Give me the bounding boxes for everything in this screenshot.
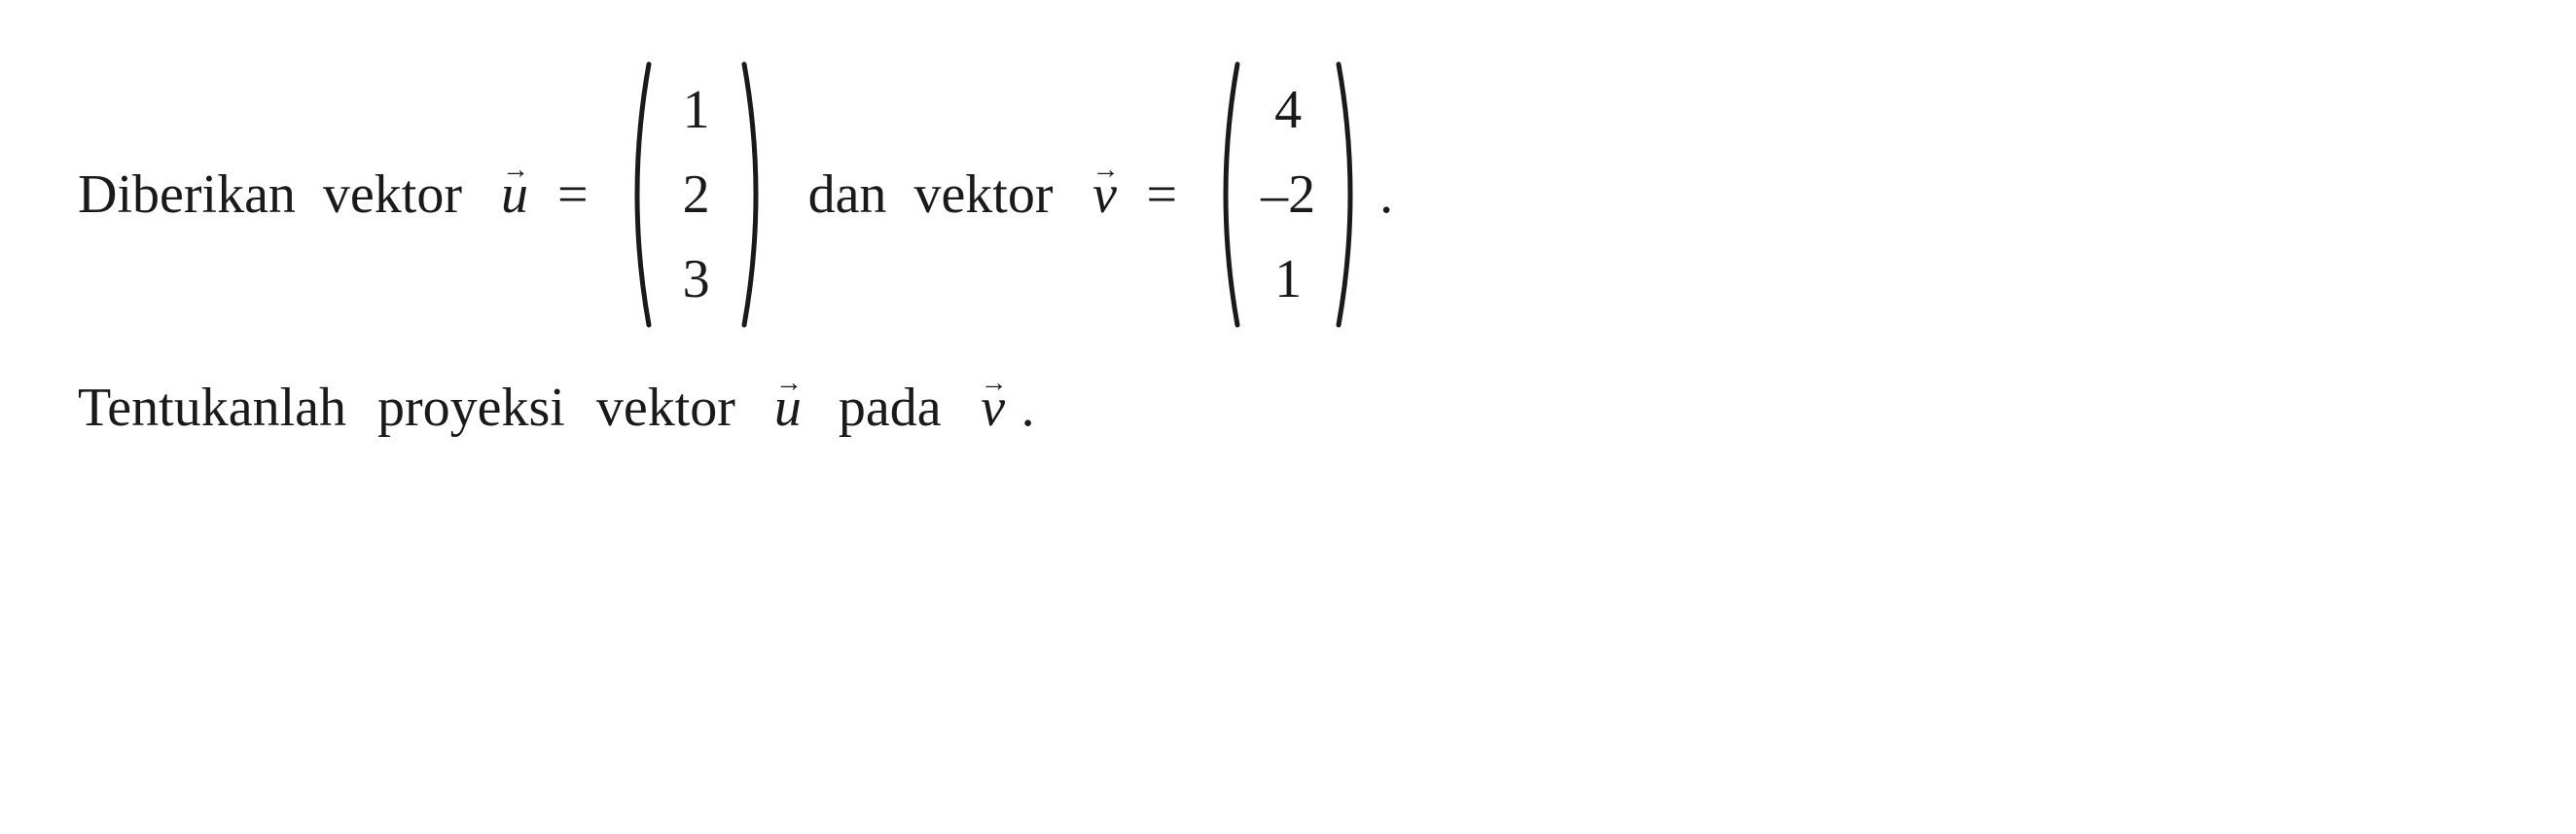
text-vektor-1: vektor — [323, 157, 462, 233]
vector-u-cell-2: 3 — [683, 252, 710, 307]
column-vector-v: 4 –2 1 — [1208, 58, 1368, 331]
left-paren-icon — [1208, 58, 1245, 331]
right-paren-icon — [1331, 58, 1368, 331]
period-2: . — [1021, 370, 1035, 446]
math-problem: Diberikan vektor → u = 1 2 3 — [78, 58, 2498, 446]
line-1: Diberikan vektor → u = 1 2 3 — [78, 58, 2498, 331]
equals-sign-1: = — [557, 157, 589, 233]
vector-v-cell-0: 4 — [1274, 83, 1302, 137]
vector-symbol-u-2: → u — [774, 381, 802, 435]
line-2: Tentukanlah proyeksi vektor → u pada → v… — [78, 370, 2498, 446]
column-vector-u: 1 2 3 — [620, 58, 773, 331]
period-1: . — [1379, 157, 1393, 233]
text-pada: pada — [839, 370, 942, 446]
vector-v-column: 4 –2 1 — [1245, 58, 1331, 331]
text-proyeksi: proyeksi — [377, 370, 565, 446]
text-dan: dan — [808, 157, 887, 233]
vector-u-cell-0: 1 — [683, 83, 710, 137]
vector-symbol-v-2: → v — [981, 381, 1006, 435]
vector-symbol-u: → u — [501, 167, 528, 222]
right-paren-icon — [736, 58, 773, 331]
letter-v: v — [1092, 167, 1117, 222]
text-diberikan: Diberikan — [78, 157, 296, 233]
equals-sign-2: = — [1147, 157, 1178, 233]
vector-u-cell-1: 2 — [683, 167, 710, 222]
vector-symbol-v: → v — [1092, 167, 1118, 222]
text-vektor-2: vektor — [913, 157, 1053, 233]
letter-u: u — [501, 167, 528, 222]
text-tentukanlah: Tentukanlah — [78, 370, 346, 446]
vector-v-cell-2: 1 — [1274, 252, 1302, 307]
letter-v-2: v — [981, 381, 1005, 435]
vector-u-column: 1 2 3 — [657, 58, 736, 331]
letter-u-2: u — [774, 381, 802, 435]
vector-v-cell-1: –2 — [1261, 167, 1315, 222]
left-paren-icon — [620, 58, 657, 331]
text-vektor-3: vektor — [596, 370, 735, 446]
